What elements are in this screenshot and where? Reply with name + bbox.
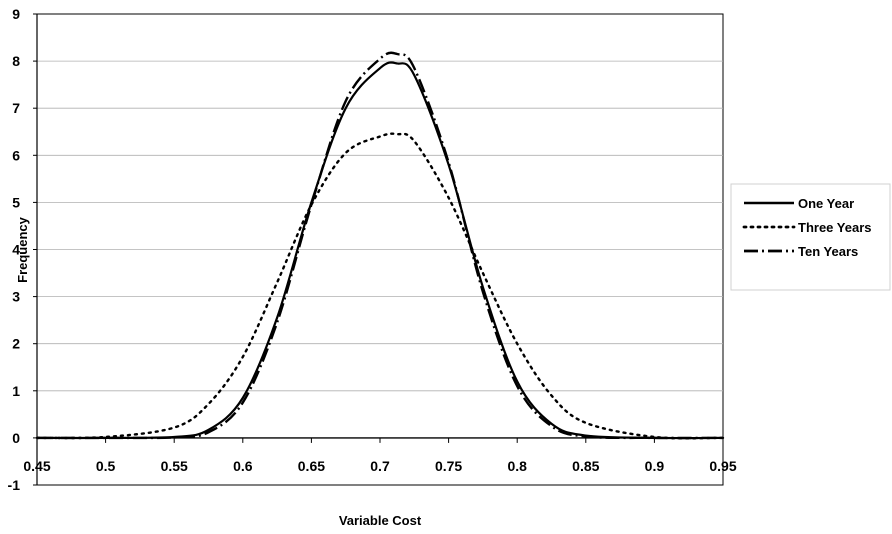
y-tick-label: 7 — [12, 100, 20, 116]
y-tick-label: 6 — [12, 147, 20, 163]
y-axis-label: Frequency — [15, 216, 30, 283]
y-tick-label: 8 — [12, 53, 20, 69]
y-tick-label: 2 — [12, 336, 20, 352]
y-tick-label: 0 — [12, 430, 20, 446]
legend-label: One Year — [798, 196, 854, 211]
y-tick-label: 9 — [12, 6, 20, 22]
x-tick-label: 0.6 — [233, 458, 253, 474]
x-tick-label: 0.45 — [23, 458, 50, 474]
x-tick-label: 0.8 — [507, 458, 527, 474]
y-tick-label: 1 — [12, 383, 20, 399]
y-tick-label: 5 — [12, 194, 20, 210]
x-tick-label: 0.75 — [435, 458, 462, 474]
legend-box — [730, 183, 891, 291]
y-tick-labels: -1 0 1 2 3 4 5 6 7 8 9 — [8, 6, 21, 493]
x-tick-label: 0.95 — [709, 458, 736, 474]
legend-label: Ten Years — [798, 244, 858, 259]
series-line-one-year — [36, 61, 724, 440]
x-tick-label: 0.5 — [96, 458, 116, 474]
legend-label: Three Years — [798, 220, 871, 235]
x-tick-label: 0.65 — [298, 458, 325, 474]
series-lines — [35, 51, 725, 440]
x-tick-label: 0.55 — [161, 458, 188, 474]
series-line-ten-years — [36, 51, 724, 440]
y-tick-label: 3 — [12, 289, 20, 305]
series-line-three-years — [35, 132, 725, 440]
x-tick-label: 0.85 — [572, 458, 599, 474]
legend: One Year Three Years Ten Years — [730, 183, 891, 291]
y-tick-label: 4 — [12, 242, 20, 258]
y-tick-label: -1 — [8, 477, 21, 493]
x-tick-labels: 0.45 0.5 0.55 0.6 0.65 0.7 0.75 0.8 0.85 0.9 0.95 — [23, 458, 736, 474]
x-tick-label: 0.7 — [370, 458, 390, 474]
x-tick-label: 0.9 — [645, 458, 665, 474]
x-axis-label: Variable Cost — [339, 513, 422, 528]
